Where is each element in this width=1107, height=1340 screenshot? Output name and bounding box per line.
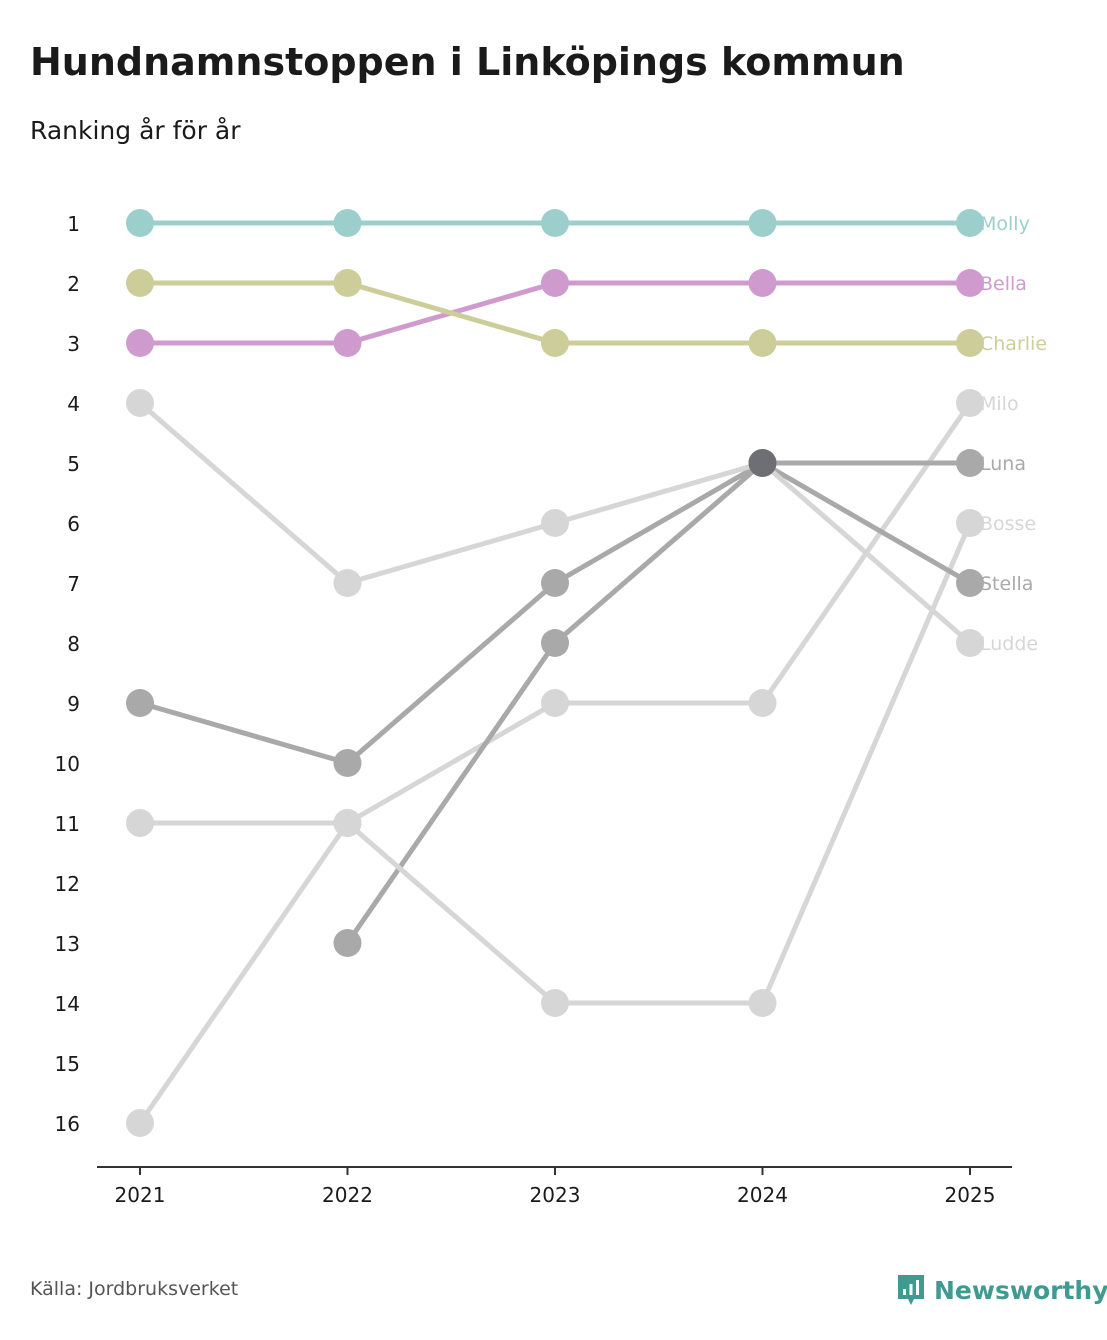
y-tick-label: 9: [67, 692, 80, 716]
point-charlie[interactable]: [748, 329, 777, 357]
point-molly[interactable]: [748, 209, 777, 237]
series-line-ludde: [345, 520, 558, 586]
series-line-milo: [137, 820, 350, 1126]
series-line-ludde: [552, 460, 765, 526]
y-tick-label: 6: [67, 512, 80, 536]
series-line-ludde: [137, 400, 350, 586]
series-label-bella: Bella: [980, 273, 1027, 295]
point-stella[interactable]: [333, 749, 362, 777]
point-bella[interactable]: [748, 269, 777, 297]
point-overlap[interactable]: [748, 449, 777, 477]
point-molly[interactable]: [333, 209, 362, 237]
y-tick-label: 2: [67, 272, 80, 296]
y-tick-label: 8: [67, 632, 80, 656]
point-luna[interactable]: [956, 449, 984, 477]
point-bosse[interactable]: [541, 989, 569, 1017]
series-line-luna: [345, 640, 558, 946]
point-charlie[interactable]: [956, 329, 984, 357]
y-tick-label: 14: [55, 992, 80, 1016]
chart-title: Hundnamnstoppen i Linköpings kommun: [30, 40, 905, 84]
series-line-stella: [137, 700, 350, 766]
point-milo[interactable]: [126, 1109, 154, 1137]
series-line-bosse: [345, 820, 558, 1006]
series-label-charlie: Charlie: [980, 333, 1047, 355]
point-bella[interactable]: [333, 329, 362, 357]
chart-subtitle: Ranking år för år: [30, 116, 241, 145]
y-tick-label: 1: [67, 212, 80, 236]
x-tick-label: 2025: [945, 1183, 996, 1207]
point-molly[interactable]: [126, 209, 154, 237]
series-line-stella: [552, 460, 765, 586]
series-line-charlie: [345, 280, 558, 346]
point-luna[interactable]: [541, 629, 569, 657]
y-tick-label: 3: [67, 332, 80, 356]
y-tick-label: 12: [55, 872, 80, 896]
y-tick-label: 11: [55, 812, 80, 836]
source-note: Källa: Jordbruksverket: [30, 1278, 239, 1300]
point-molly[interactable]: [541, 209, 569, 237]
x-tick-label: 2022: [322, 1183, 373, 1207]
point-charlie[interactable]: [541, 329, 569, 357]
series-lines: [137, 220, 973, 1126]
series-label-milo: Milo: [980, 393, 1019, 415]
x-axis: 2021 2022 2023 2024 2025: [97, 1166, 1012, 1207]
point-luna[interactable]: [333, 929, 362, 957]
y-tick-label: 7: [67, 572, 80, 596]
series-label-ludde: Ludde: [980, 633, 1038, 655]
point-charlie[interactable]: [126, 269, 154, 297]
point-ludde[interactable]: [126, 389, 154, 417]
point-molly[interactable]: [956, 209, 984, 237]
y-tick-label: 16: [55, 1112, 80, 1136]
point-stella[interactable]: [956, 569, 984, 597]
series-line-milo: [345, 700, 558, 826]
y-tick-label: 4: [67, 392, 80, 416]
series-line-stella: [760, 460, 973, 586]
newsworthy-logo-icon: [898, 1275, 924, 1305]
point-bosse[interactable]: [126, 809, 154, 837]
point-bosse[interactable]: [333, 809, 362, 837]
point-ludde[interactable]: [541, 509, 569, 537]
series-line-stella: [345, 580, 558, 766]
point-ludde[interactable]: [333, 569, 362, 597]
series-label-bosse: Bosse: [980, 513, 1036, 535]
series-labels: Milo Luna Bosse Stella Ludde Molly Bella Charli…: [980, 213, 1047, 655]
point-ludde[interactable]: [956, 629, 984, 657]
point-bella[interactable]: [956, 269, 984, 297]
series-label-molly: Molly: [980, 213, 1030, 235]
y-tick-label: 5: [67, 452, 80, 476]
point-bosse[interactable]: [956, 509, 984, 537]
point-bella[interactable]: [541, 269, 569, 297]
point-stella[interactable]: [126, 689, 154, 717]
series-label-luna: Luna: [980, 453, 1026, 475]
point-charlie[interactable]: [333, 269, 362, 297]
point-milo[interactable]: [956, 389, 984, 417]
y-tick-label: 10: [55, 752, 80, 776]
point-stella[interactable]: [541, 569, 569, 597]
series-dots: [126, 209, 984, 1137]
series-line-ludde: [760, 460, 973, 646]
brand-logo[interactable]: Newsworthy: [896, 1273, 1107, 1307]
brand-name: Newsworthy: [934, 1275, 1107, 1305]
x-tick-label: 2021: [115, 1183, 166, 1207]
y-tick-label: 13: [55, 932, 80, 956]
point-bosse[interactable]: [748, 989, 777, 1017]
point-milo[interactable]: [748, 689, 777, 717]
point-bella[interactable]: [126, 329, 154, 357]
series-line-bosse: [760, 520, 973, 1006]
point-milo[interactable]: [541, 689, 569, 717]
y-tick-label: 15: [55, 1052, 80, 1076]
x-tick-label: 2023: [530, 1183, 581, 1207]
x-tick-label: 2024: [737, 1183, 788, 1207]
series-label-stella: Stella: [980, 573, 1033, 595]
series-line-luna: [552, 460, 765, 646]
